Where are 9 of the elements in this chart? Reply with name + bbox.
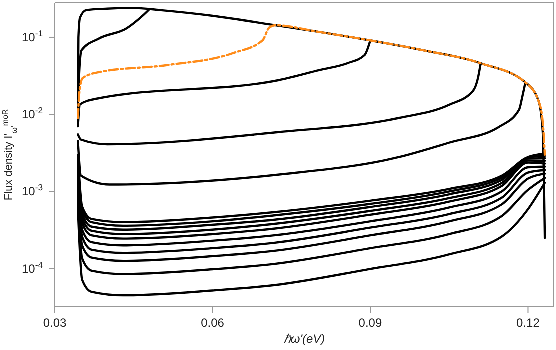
x-tick-label: 0.03 xyxy=(43,316,67,330)
y-tick-label: 10$^{-2}$ xyxy=(22,106,44,122)
x-tick-label: 0.12 xyxy=(516,316,540,330)
x-axis-title: ℏω'(eV) xyxy=(284,332,326,346)
y-tick-label: 10$^{-3}$ xyxy=(22,182,44,199)
x-tick-label: 0.06 xyxy=(201,316,225,330)
y-tick-label: 10$^{-4}$ xyxy=(22,260,44,276)
y-tick-label: 10$^{-1}$ xyxy=(22,28,44,44)
x-tick-label: 0.09 xyxy=(358,316,382,330)
